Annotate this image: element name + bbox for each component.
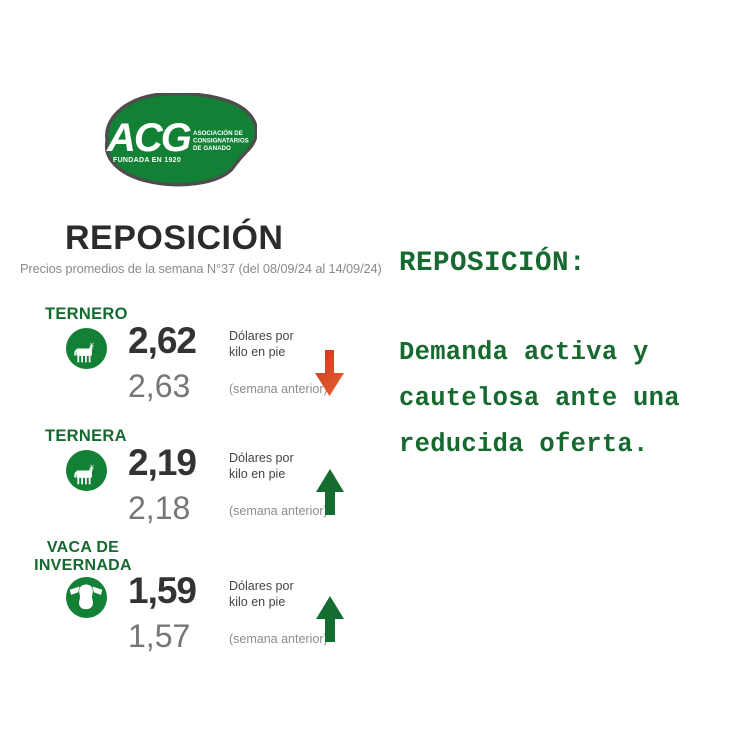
svg-text:CONSIGNATARIOS: CONSIGNATARIOS [193, 138, 249, 145]
svg-text:DE GANADO: DE GANADO [193, 145, 231, 152]
svg-text:ACG: ACG [106, 116, 191, 160]
svg-text:ASOCIACIÓN DE: ASOCIACIÓN DE [193, 129, 243, 137]
svg-text:FUNDADA EN 1920: FUNDADA EN 1920 [113, 157, 181, 164]
